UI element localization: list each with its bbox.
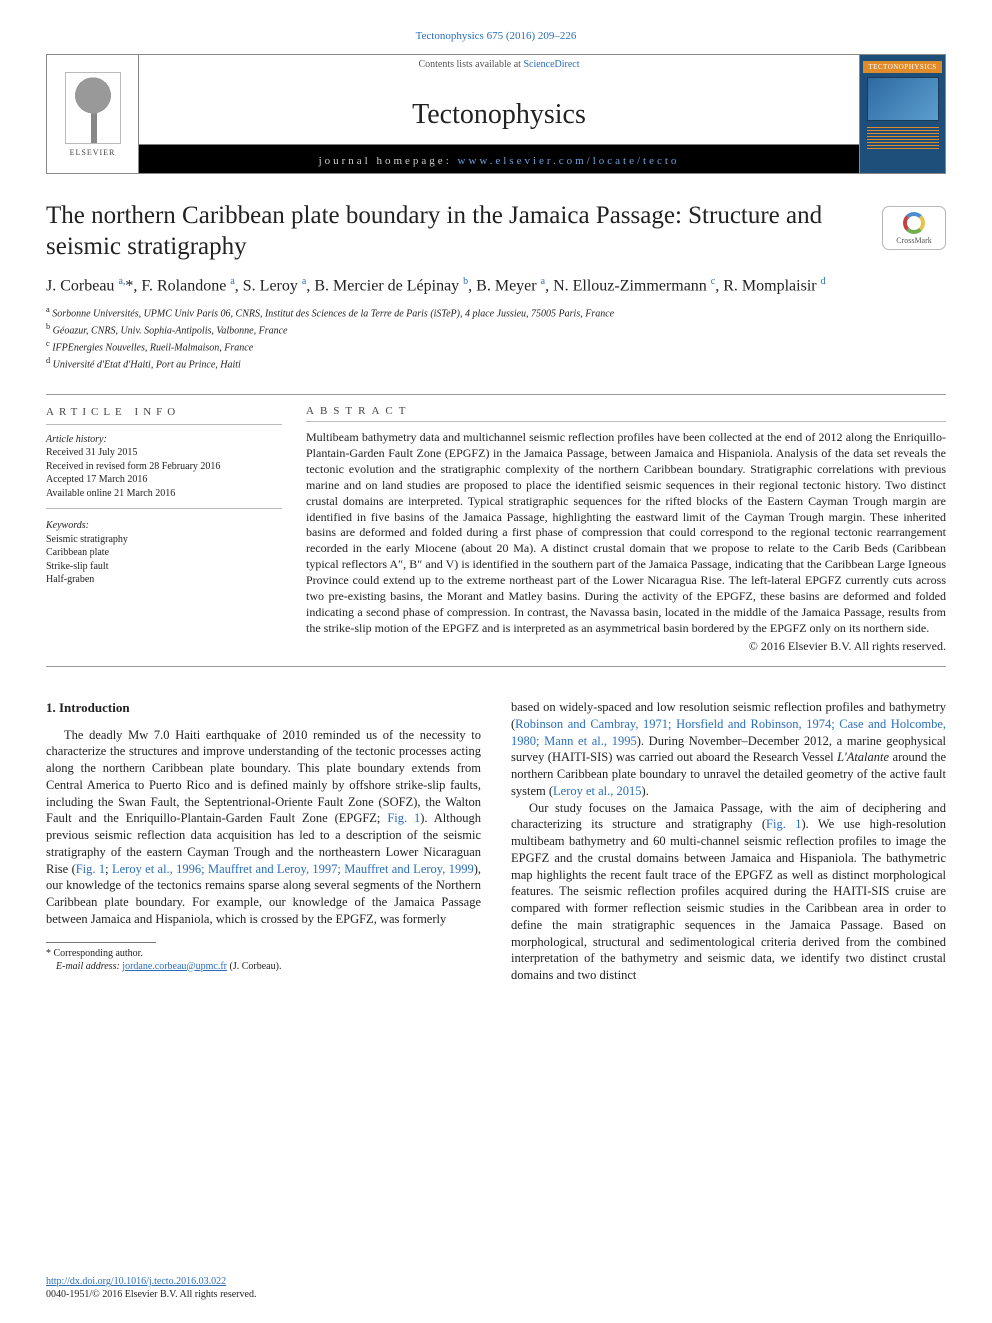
history-line: Available online 21 March 2016 (46, 487, 282, 501)
page-footer: http://dx.doi.org/10.1016/j.tecto.2016.0… (46, 1275, 256, 1301)
journal-cover-thumbnail: TECTONOPHYSICS (859, 55, 945, 173)
affiliation-line: a Sorbonne Universités, UPMC Univ Paris … (46, 304, 946, 321)
history-line: Received 31 July 2015 (46, 446, 282, 460)
body-column-left: 1. Introduction The deadly Mw 7.0 Haiti … (46, 699, 481, 984)
article-info-label: ARTICLE INFO (46, 405, 282, 425)
sciencedirect-link[interactable]: ScienceDirect (523, 59, 579, 70)
keyword-item: Half-graben (46, 573, 282, 587)
abstract-label: ABSTRACT (306, 405, 946, 422)
corresponding-author-footnote: * Corresponding author. E-mail address: … (46, 947, 481, 973)
keywords-label: Keywords: (46, 519, 282, 533)
email-label: E-mail address: (56, 961, 120, 972)
publisher-logo-box: ELSEVIER (47, 55, 139, 173)
info-abstract-row: ARTICLE INFO Article history: Received 3… (46, 394, 946, 667)
article-title: The northern Caribbean plate boundary in… (46, 200, 836, 263)
affiliations-block: a Sorbonne Universités, UPMC Univ Paris … (46, 304, 946, 371)
abstract-text: Multibeam bathymetry data and multichann… (306, 430, 946, 637)
crossmark-label: CrossMark (896, 236, 932, 245)
keyword-item: Caribbean plate (46, 546, 282, 560)
affiliation-line: b Géoazur, CNRS, Univ. Sophia-Antipolis,… (46, 321, 946, 338)
keyword-item: Strike-slip fault (46, 560, 282, 574)
elsevier-tree-icon (65, 72, 121, 144)
keywords-block: Keywords: Seismic stratigraphyCaribbean … (46, 519, 282, 587)
section-heading-introduction: 1. Introduction (46, 699, 481, 716)
email-suffix: (J. Corbeau). (227, 961, 281, 972)
intro-paragraph-2: based on widely-spaced and low resolutio… (511, 699, 946, 800)
affiliation-line: c IFPEnergies Nouvelles, Rueil-Malmaison… (46, 338, 946, 355)
journal-reference: Tectonophysics 675 (2016) 209–226 (46, 30, 946, 42)
crossmark-icon (903, 212, 925, 234)
keywords-list: Seismic stratigraphyCaribbean plateStrik… (46, 533, 282, 587)
authors-line: J. Corbeau a,*, F. Rolandone a, S. Leroy… (46, 275, 946, 297)
journal-header: ELSEVIER Contents lists available at Sci… (46, 54, 946, 174)
doi-link[interactable]: http://dx.doi.org/10.1016/j.tecto.2016.0… (46, 1276, 226, 1287)
intro-paragraph-3: Our study focuses on the Jamaica Passage… (511, 800, 946, 984)
corresponding-label: * Corresponding author. (46, 947, 481, 960)
journal-homepage-link[interactable]: www.elsevier.com/locate/tecto (458, 155, 680, 167)
history-line: Received in revised form 28 February 201… (46, 460, 282, 474)
intro-paragraph-1: The deadly Mw 7.0 Haiti earthquake of 20… (46, 727, 481, 928)
affiliation-line: d Université d'Etat d'Haiti, Port au Pri… (46, 355, 946, 372)
journal-name: Tectonophysics (412, 99, 586, 131)
article-info-column: ARTICLE INFO Article history: Received 3… (46, 405, 282, 654)
history-line: Accepted 17 March 2016 (46, 473, 282, 487)
issn-copyright-line: 0040-1951/© 2016 Elsevier B.V. All right… (46, 1289, 256, 1300)
cover-stripes-icon (867, 125, 939, 149)
body-columns: 1. Introduction The deadly Mw 7.0 Haiti … (46, 699, 946, 984)
corresponding-email-link[interactable]: jordane.corbeau@upmc.fr (122, 961, 227, 972)
abstract-copyright: © 2016 Elsevier B.V. All rights reserved… (306, 639, 946, 654)
keyword-item: Seismic stratigraphy (46, 533, 282, 547)
cover-art-icon (867, 77, 939, 121)
homepage-prefix: journal homepage: (319, 155, 458, 167)
publisher-label: ELSEVIER (70, 148, 116, 157)
article-history-block: Article history: Received 31 July 2015Re… (46, 433, 282, 510)
history-lines: Received 31 July 2015Received in revised… (46, 446, 282, 500)
abstract-column: ABSTRACT Multibeam bathymetry data and m… (306, 405, 946, 654)
title-row: The northern Caribbean plate boundary in… (46, 200, 946, 263)
journal-homepage-line: journal homepage: www.elsevier.com/locat… (319, 155, 680, 167)
crossmark-badge[interactable]: CrossMark (882, 206, 946, 250)
contents-line: Contents lists available at ScienceDirec… (418, 59, 579, 70)
body-column-right: based on widely-spaced and low resolutio… (511, 699, 946, 984)
history-label: Article history: (46, 433, 282, 447)
corresponding-email-line: E-mail address: jordane.corbeau@upmc.fr … (46, 960, 481, 973)
cover-title: TECTONOPHYSICS (863, 61, 942, 73)
contents-prefix: Contents lists available at (418, 59, 523, 70)
header-center: Contents lists available at ScienceDirec… (139, 55, 859, 173)
footnote-rule (46, 942, 156, 943)
